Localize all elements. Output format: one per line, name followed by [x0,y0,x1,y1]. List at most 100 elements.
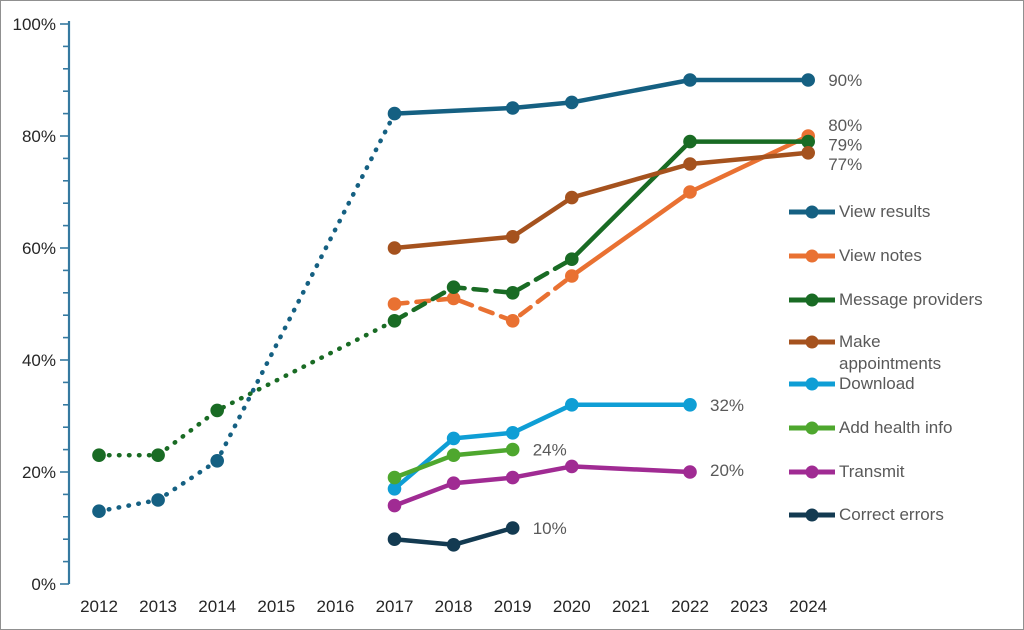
marker-view-results-2013 [151,493,165,507]
x-tick-label-2017: 2017 [376,597,414,616]
legend-item-message-providers: Message providers [787,289,983,311]
legend-item-correct-errors: Correct errors [787,504,944,526]
marker-transmit-2022 [683,465,697,479]
legend-item-download: Download [787,373,915,395]
marker-view-notes-2019 [505,314,520,328]
series-line-message-providers-dotted [96,318,397,458]
data-label-view-results: 90% [828,71,862,90]
series-line-view-results-dotted [96,111,397,514]
marker-transmit-2017 [387,498,402,513]
marker-make-appointments-2017 [387,241,402,255]
x-tick-label-2013: 2013 [139,597,177,616]
marker-add-health-info-2017 [387,470,402,485]
x-tick-label-2020: 2020 [553,597,591,616]
data-label-make-appointments: 77% [828,155,862,174]
legend-item-view-results: View results [787,201,930,223]
legend-marker-add-health-info [789,421,835,435]
y-tick-label: 80% [22,127,56,146]
marker-view-notes-2022 [683,185,697,199]
data-label-download: 32% [710,396,744,415]
marker-add-health-info-2019 [505,442,520,457]
x-tick-label-2023: 2023 [730,597,768,616]
x-tick-label-2014: 2014 [198,597,236,616]
marker-message-providers-2020 [565,252,579,266]
legend-label-make-appointments: Make appointments [839,332,942,373]
marker-add-health-info-2018 [446,448,461,463]
marker-message-providers-2013 [151,448,165,463]
marker-view-results-2024 [801,73,815,87]
marker-download-2020 [565,398,579,412]
marker-view-results-2017 [387,106,402,121]
legend-marker-transmit [789,465,835,479]
marker-make-appointments-2022 [683,157,697,171]
marker-download-2017 [387,482,402,496]
marker-view-notes-2018 [446,291,461,306]
marker-correct-errors-2017 [387,532,402,546]
legend-item-transmit: Transmit [787,461,905,483]
marker-view-results-2019 [505,101,520,115]
marker-message-providers-2022 [683,134,697,149]
marker-make-appointments-2024 [801,146,815,160]
legend-label-add-health-info: Add health info [839,418,953,437]
x-tick-label-2021: 2021 [612,597,650,616]
legend-marker-make-appointments [789,335,835,349]
legend-label-message-providers: Message providers [839,290,983,309]
marker-message-providers-2017 [387,314,402,328]
series-line-message-providers-dashed [392,256,575,324]
marker-download-2018 [446,431,461,446]
x-tick-label-2024: 2024 [789,597,827,616]
y-tick-label: 60% [22,239,56,258]
marker-view-results-2014 [210,454,224,468]
legend-label-view-notes: View notes [839,246,922,265]
data-label-correct-errors: 10% [533,519,567,538]
series-line-view-notes-dashed [392,273,575,324]
legend-marker-view-notes [789,249,835,263]
legend-marker-view-results [789,205,835,219]
x-tick-label-2012: 2012 [80,597,118,616]
x-tick-label-2015: 2015 [257,597,295,616]
legend-label-download: Download [839,374,915,393]
marker-message-providers-2019 [505,286,520,300]
chart-legend: View results View notes Message providers M… [787,1,1023,629]
marker-download-2019 [505,426,520,440]
marker-correct-errors-2019 [505,521,520,535]
x-tick-label-2022: 2022 [671,597,709,616]
x-tick-label-2018: 2018 [435,597,473,616]
y-tick-label: 20% [22,463,56,482]
marker-view-results-2020 [565,95,579,110]
marker-download-2022 [683,398,697,412]
legend-marker-download [789,377,835,391]
data-label-transmit: 20% [710,461,744,480]
x-tick-label-2016: 2016 [316,597,354,616]
data-label-add-health-info: 24% [533,441,567,460]
marker-transmit-2020 [565,459,579,474]
legend-label-view-results: View results [839,202,931,221]
marker-make-appointments-2019 [505,230,520,244]
y-tick-label: 40% [22,351,56,370]
marker-message-providers-2018 [446,280,461,295]
marker-view-notes-2020 [565,269,579,283]
legend-item-add-health-info: Add health info [787,417,952,439]
marker-correct-errors-2018 [446,538,461,552]
marker-view-results-2012 [92,504,106,518]
data-label-message-providers: 79% [828,136,862,155]
marker-message-providers-2012 [92,448,106,463]
marker-view-results-2022 [683,73,697,87]
legend-item-view-notes: View notes [787,245,922,267]
marker-message-providers-2014 [210,403,224,418]
legend-label-correct-errors: Correct errors [839,505,944,524]
series-line-transmit-solid [392,464,693,508]
marker-transmit-2018 [446,476,461,491]
marker-view-notes-2017 [387,297,402,311]
x-tick-label-2019: 2019 [494,597,532,616]
series-line-view-results-solid [392,77,811,116]
legend-marker-correct-errors [789,508,835,522]
legend-item-make-appointments: Make appointments [787,331,941,375]
marker-transmit-2019 [505,470,520,485]
y-tick-label: 100% [13,15,56,34]
legend-label-transmit: Transmit [839,462,905,481]
y-tick-label: 0% [31,575,56,594]
marker-make-appointments-2020 [565,190,579,205]
data-label-view-notes: 80% [828,116,862,135]
